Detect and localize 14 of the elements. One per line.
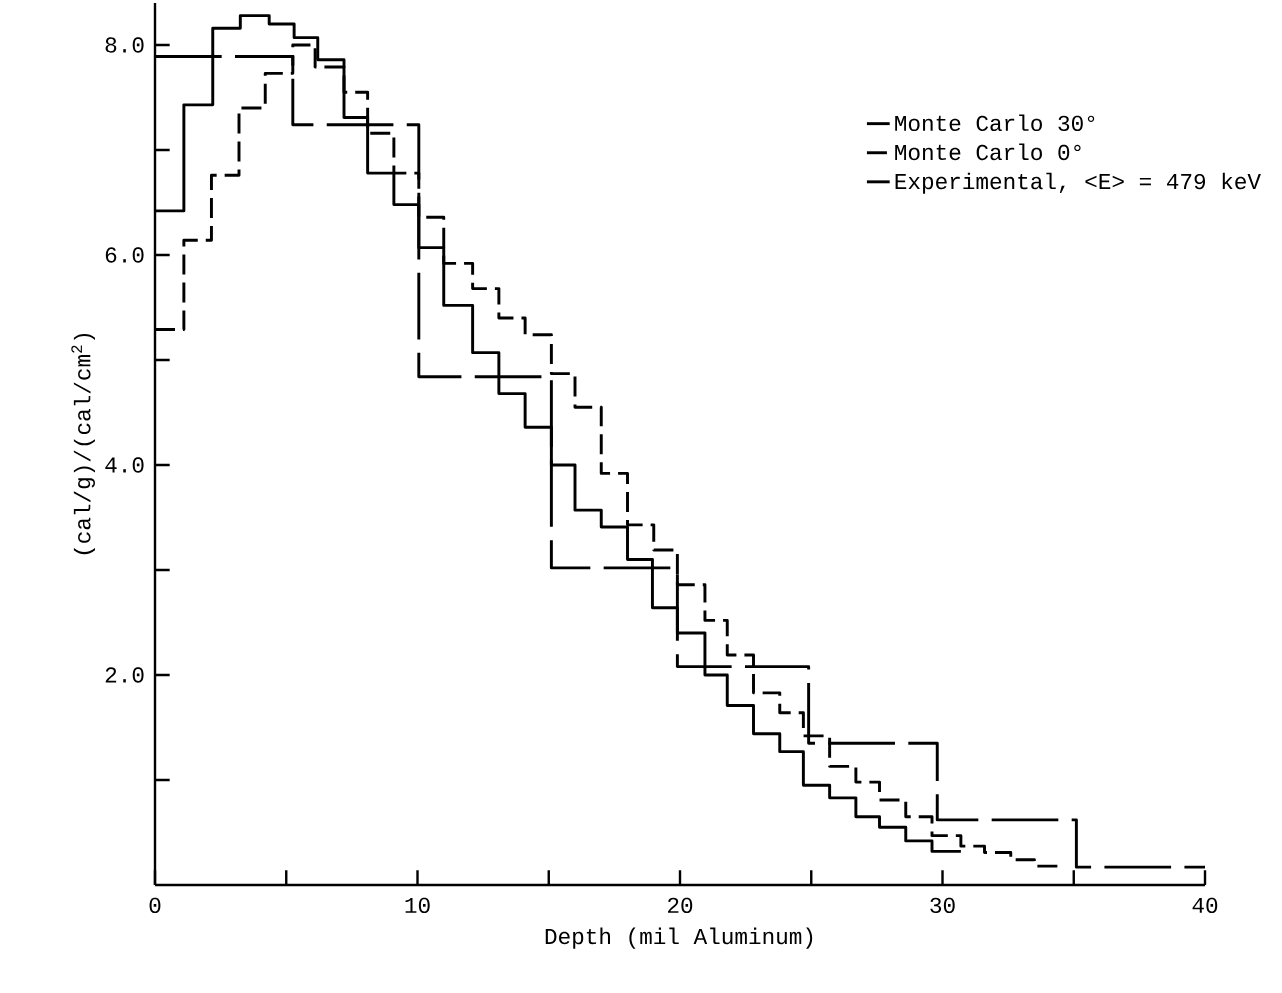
legend-label: Monte Carlo 30° xyxy=(895,114,1095,132)
y-axis-title: (cal/g)/(cal/cm$^{2}$) xyxy=(71,333,95,555)
x-axis-title: Depth (mil Aluminum) xyxy=(545,927,813,949)
legend-label: Monte Carlo 0° xyxy=(895,143,1081,161)
x-tick-label: 20 xyxy=(667,897,693,914)
x-tick-label: 10 xyxy=(405,897,430,914)
x-tick-label: 30 xyxy=(930,897,955,914)
legend-label: Experimental, <E> = 479 keV xyxy=(895,172,1261,194)
x-tick-label: 0 xyxy=(149,897,161,914)
y-tick-label: 4.0 xyxy=(105,457,144,473)
y-tick-label: 2.0 xyxy=(105,667,144,683)
x-tick-label: 40 xyxy=(1192,897,1218,914)
y-tick-label: 8.0 xyxy=(105,37,144,53)
y-tick-label: 6.0 xyxy=(105,247,144,263)
